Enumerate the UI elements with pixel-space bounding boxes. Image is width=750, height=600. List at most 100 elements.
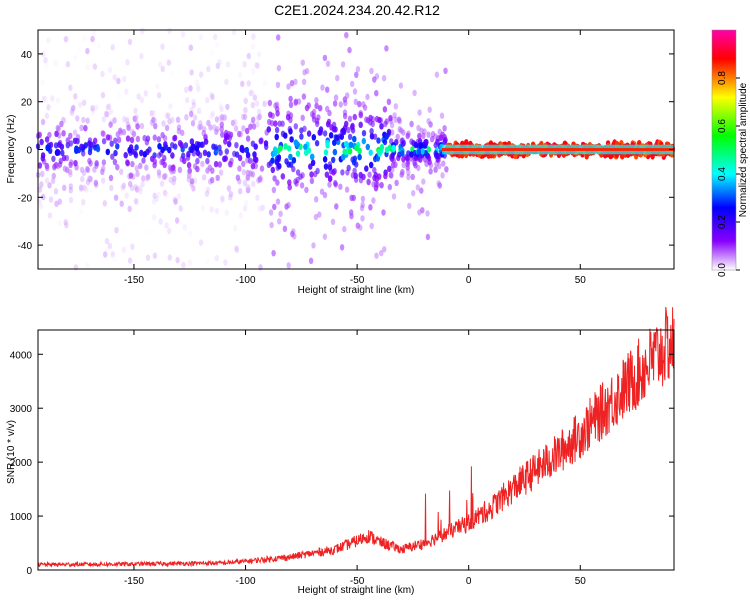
spectrogram-cell [288, 128, 293, 135]
spectrogram-cell [57, 161, 63, 168]
spectrogram-cell [61, 184, 67, 191]
spectrogram-cell [256, 108, 262, 116]
spectrogram-cell [248, 170, 253, 177]
spectrogram-cell [132, 115, 137, 122]
spectrogram-cell [144, 175, 150, 182]
spectrogram-cell [127, 205, 132, 213]
spectrogram-cell [401, 161, 406, 169]
spectrogram-cell [96, 42, 102, 49]
spectrogram-cell [111, 255, 116, 262]
spectrogram-cell [134, 114, 139, 121]
spectrogram-cell [177, 166, 183, 174]
spectrogram-cell [260, 204, 265, 211]
spectrogram-cell [416, 164, 421, 172]
spectrogram-cell [63, 219, 68, 226]
spectrogram-cell [185, 97, 190, 104]
spectrogram-cell [191, 185, 196, 192]
spectrogram-cell [48, 196, 54, 203]
spectrogram-cell [116, 136, 122, 143]
spectrogram-cell [149, 110, 154, 117]
spectrogram-cell [241, 169, 247, 176]
spectrogram-cell [400, 150, 405, 157]
spectrogram-cell [373, 185, 379, 192]
spectrogram-cell [125, 117, 130, 124]
spectrogram-cell [234, 245, 239, 252]
spectrogram-cell [219, 125, 224, 133]
spectrogram-cell [342, 225, 347, 233]
spectrogram-cell [105, 246, 110, 253]
spectrogram-cell [346, 126, 351, 134]
spectrogram-cell [262, 80, 267, 87]
spectrogram-cell [171, 167, 176, 174]
spectrogram-cell [83, 125, 88, 132]
spectrogram-cell [240, 80, 245, 88]
spectrogram-cell [233, 125, 239, 132]
spectrogram-cell [80, 175, 85, 183]
spectrogram-cell [57, 220, 62, 227]
spectrogram-cell [78, 184, 84, 191]
spectrogram-cell [245, 184, 250, 191]
spectrogram-cell [278, 210, 283, 217]
spectrogram-cell [267, 99, 273, 107]
spectrogram-cell [228, 190, 234, 198]
spectrogram-cell [325, 142, 330, 149]
spectrogram-cell [327, 164, 333, 171]
spectrogram-cell [242, 205, 248, 212]
spectrogram-cell [43, 62, 48, 70]
spectrogram-cell [289, 136, 294, 143]
spectrogram-cell [381, 209, 386, 216]
spectrogram-cell [92, 29, 97, 36]
spectrogram-cell [394, 179, 399, 187]
spectrogram-cell [189, 178, 195, 185]
spectrogram-cell [198, 123, 204, 130]
spectrogram-cell [255, 194, 260, 201]
spectrogram-cell [243, 107, 248, 114]
spectrogram-cell [103, 110, 109, 118]
x-tick-label: -50 [350, 576, 365, 587]
spectrogram-cell [387, 165, 392, 172]
spectrogram-cell [105, 148, 111, 156]
spectrogram-cell [325, 60, 331, 67]
spectrogram-cell [238, 130, 243, 138]
spectrogram-cell [405, 132, 410, 140]
spectrogram-cell [415, 184, 420, 191]
spectrogram-cell [405, 164, 410, 171]
spectrogram-cell [105, 111, 110, 118]
spectrogram-cell [59, 120, 64, 128]
spectrogram-cell [72, 137, 78, 144]
spectrogram-cell [77, 47, 82, 54]
spectrogram-cell [353, 98, 358, 106]
spectrogram-cell [125, 59, 130, 66]
spectrogram-cell [360, 195, 366, 203]
spectrogram-cell [108, 174, 114, 182]
spectrogram-cell [350, 123, 355, 131]
spectrogram-cell [237, 154, 243, 162]
spectrogram-cell [126, 124, 131, 132]
spectrogram-cell [57, 198, 62, 205]
spectrogram-cell [258, 174, 263, 182]
spectrogram-cell [349, 194, 354, 202]
spectrogram-cell [112, 117, 117, 124]
spectrogram-cell [234, 142, 239, 149]
spectrogram-cell [93, 137, 98, 144]
spectrogram-cell [205, 257, 210, 265]
spectrogram-cell [68, 161, 73, 168]
spectrogram-cell [331, 169, 336, 176]
spectrogram-cell [87, 175, 92, 183]
spectrogram-cell [109, 140, 114, 147]
spectrogram-cell [188, 230, 193, 237]
spectrogram-cell [68, 132, 73, 140]
spectrogram-cell [40, 155, 45, 162]
spectrogram-cell [275, 198, 281, 205]
spectrogram-cell [188, 85, 193, 92]
spectrogram-cell [340, 61, 346, 68]
x-tick-label: 50 [575, 576, 587, 587]
spectrogram-cell [44, 136, 50, 143]
spectrogram-cell [113, 194, 119, 201]
spectrogram-cell [109, 119, 114, 126]
spectrogram-cell [214, 116, 220, 123]
spectrogram-cell [364, 165, 369, 172]
spectrogram-cell [180, 129, 185, 136]
spectrogram-cell [65, 35, 71, 42]
spectrogram-cell [53, 188, 59, 195]
